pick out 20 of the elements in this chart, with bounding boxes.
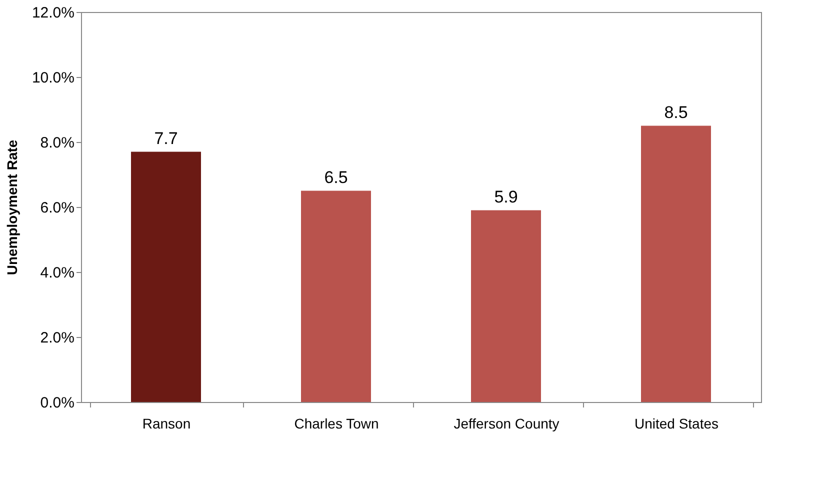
y-tick-label: 10.0% [32,70,74,86]
y-tick-label: 12.0% [32,4,74,22]
data-label: 6.5 [324,168,348,187]
y-tick-label: 0.0% [40,394,74,412]
y-tick-label: 6.0% [40,200,74,216]
x-tick-label: Charles Town [294,416,379,432]
data-label: 7.7 [154,128,178,148]
x-tick-label: Ranson [142,416,191,432]
data-label: 5.9 [494,187,518,206]
bar [471,210,541,402]
data-label: 8.5 [664,102,688,122]
x-tick-label: Jefferson County [454,416,560,432]
bar [301,190,371,402]
y-axis-title: Unemployment Rate [4,140,20,276]
y-tick-label: 4.0% [40,264,74,282]
bar [131,152,201,402]
x-tick-label: United States [634,416,719,432]
y-tick-label: 2.0% [40,330,74,346]
bar [641,126,711,402]
y-tick-label: 8.0% [40,134,74,152]
